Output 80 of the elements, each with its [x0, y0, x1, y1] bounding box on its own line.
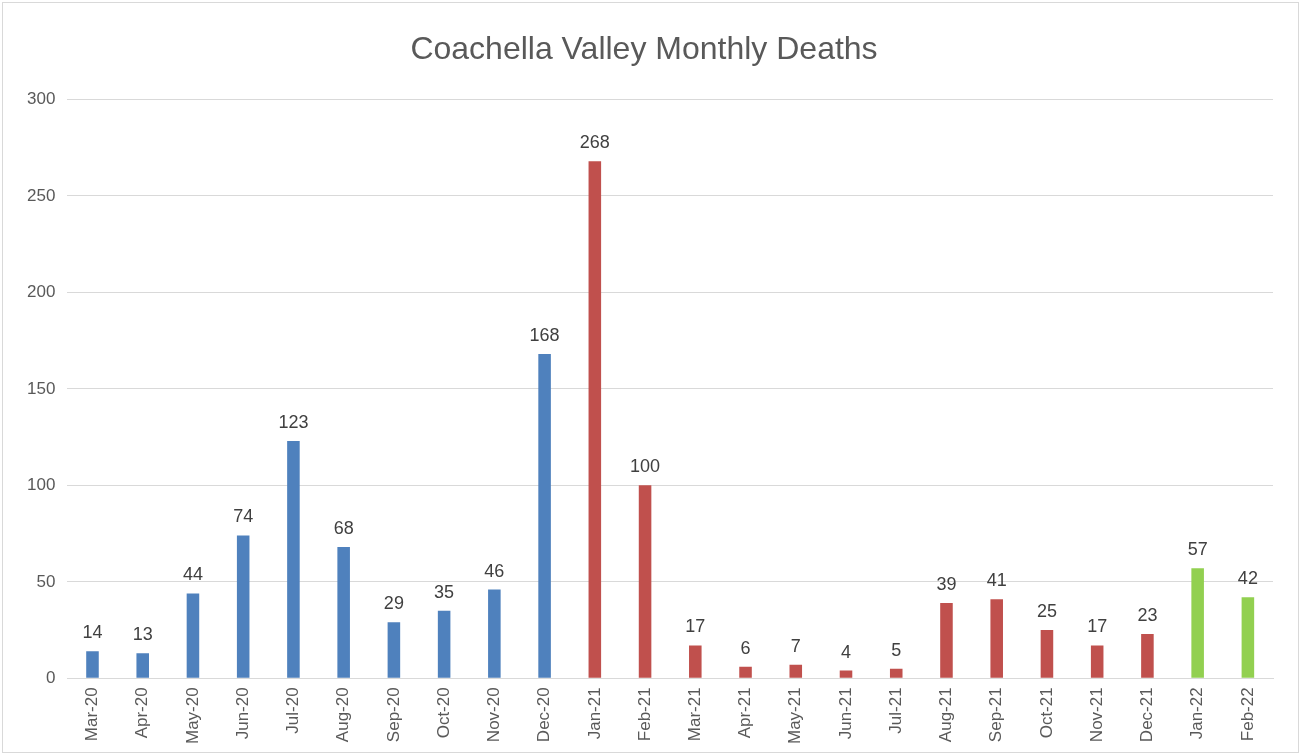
bar	[337, 547, 350, 678]
data-label: 100	[630, 456, 661, 477]
bar	[287, 440, 300, 678]
y-tick-label: 150	[26, 378, 56, 398]
x-tick-label: Apr-20	[132, 687, 152, 739]
x-tick-label: Nov-21	[1086, 687, 1106, 743]
y-tick-label: 300	[26, 89, 56, 109]
x-tick-label: Aug-21	[936, 687, 956, 743]
data-label: 14	[82, 622, 103, 643]
bar	[889, 668, 903, 678]
x-tick-label: Dec-20	[534, 687, 554, 743]
bar	[1191, 568, 1204, 678]
x-tick-label: Jul-20	[283, 687, 303, 734]
y-tick-label: 200	[26, 282, 56, 302]
bar	[1090, 645, 1104, 678]
data-label: 4	[841, 641, 852, 662]
x-tick-label: Jan-21	[584, 687, 604, 740]
bar	[86, 651, 99, 678]
data-label: 6	[740, 637, 751, 658]
data-label: 42	[1237, 568, 1258, 589]
bar	[136, 653, 149, 678]
x-tick-label: Apr-21	[735, 687, 755, 739]
data-label: 5	[891, 639, 902, 660]
data-label: 44	[182, 564, 203, 585]
data-label: 74	[233, 506, 254, 527]
bar	[236, 535, 250, 678]
x-tick-label: Jun-20	[232, 687, 252, 740]
y-tick-label: 100	[26, 475, 56, 495]
x-tick-label: Sep-21	[986, 687, 1006, 743]
data-label: 35	[434, 581, 455, 602]
bar	[1040, 630, 1054, 678]
bar	[538, 354, 551, 678]
x-tick-label: Feb-21	[634, 687, 654, 742]
data-label: 29	[383, 593, 404, 614]
x-tick-label: May-21	[785, 687, 805, 744]
x-tick-label: Dec-21	[1137, 687, 1157, 743]
bar	[186, 593, 200, 678]
x-tick-label: Feb-22	[1237, 687, 1257, 742]
bar	[588, 161, 602, 678]
x-tick-label: Oct-21	[1036, 687, 1056, 739]
x-tick-label: Nov-20	[484, 687, 504, 743]
bar	[638, 485, 652, 678]
bar	[1141, 633, 1154, 678]
x-tick-label: Jul-21	[885, 687, 905, 734]
bar	[990, 599, 1003, 678]
data-label: 17	[1087, 616, 1108, 637]
data-label: 25	[1036, 601, 1057, 622]
data-label: 13	[132, 624, 153, 645]
data-label: 39	[936, 574, 957, 595]
bar	[789, 664, 803, 678]
y-tick-label: 0	[45, 668, 56, 687]
bar	[839, 670, 853, 678]
bar	[437, 610, 451, 678]
data-label: 68	[333, 518, 354, 539]
x-tick-label: Mar-21	[684, 687, 704, 742]
bar	[1241, 597, 1255, 678]
x-tick-label: Oct-20	[433, 687, 453, 739]
data-label: 41	[986, 570, 1007, 591]
x-tick-label: Mar-20	[82, 687, 102, 742]
data-label: 268	[579, 132, 610, 153]
x-tick-label: May-20	[182, 687, 202, 744]
data-label: 57	[1187, 539, 1208, 560]
data-label: 46	[484, 560, 505, 581]
data-label: 17	[685, 616, 706, 637]
bar	[387, 622, 401, 678]
x-tick-label: Jan-22	[1187, 687, 1207, 740]
bar	[488, 589, 501, 678]
x-tick-label: Jun-21	[835, 687, 855, 740]
bar	[689, 645, 702, 678]
x-tick-label: Aug-20	[333, 687, 353, 743]
x-tick-label: Sep-20	[383, 687, 403, 743]
y-tick-label: 50	[36, 571, 56, 591]
y-tick-label: 250	[26, 185, 56, 205]
data-label: 7	[790, 635, 801, 656]
data-label: 168	[529, 325, 560, 346]
bar	[739, 666, 752, 678]
data-label: 123	[278, 411, 309, 432]
chart-title: Coachella Valley Monthly Deaths	[410, 30, 878, 67]
data-label: 23	[1137, 604, 1158, 625]
bar	[940, 603, 953, 678]
